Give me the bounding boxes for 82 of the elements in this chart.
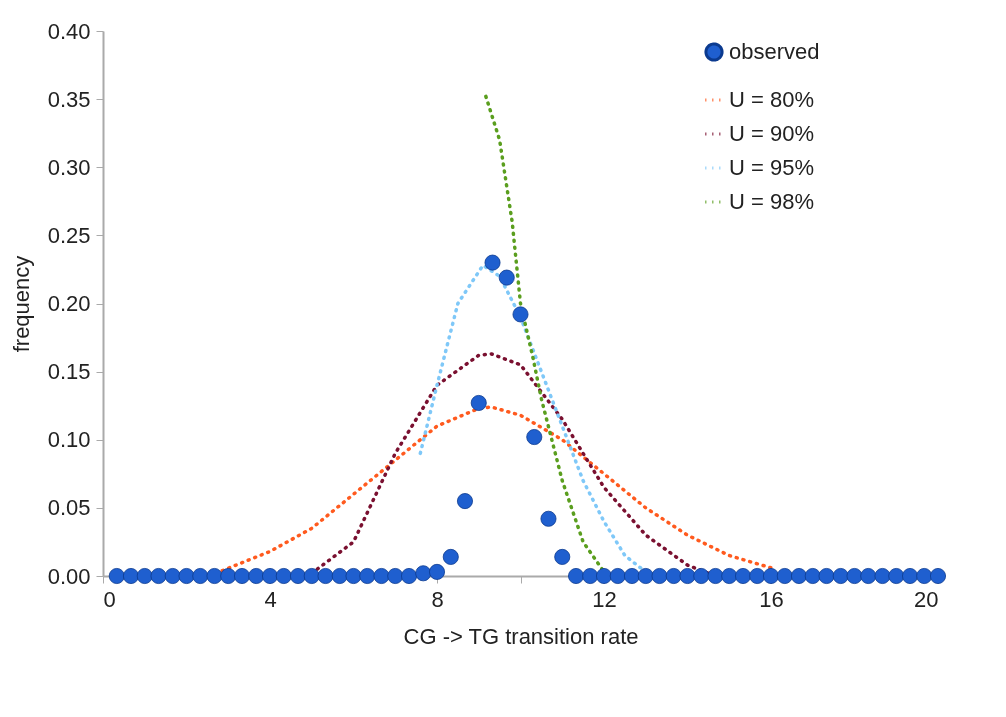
point — [262, 568, 278, 584]
y-tick-label: 0.10 — [47, 427, 91, 453]
point — [108, 568, 125, 584]
point — [721, 568, 738, 584]
point — [150, 568, 167, 584]
point — [289, 568, 306, 584]
legend-label: U = 98% — [729, 189, 814, 214]
y-tick-label: 0.40 — [47, 18, 91, 44]
point — [220, 568, 237, 584]
point — [568, 568, 585, 584]
legend-label: U = 90% — [729, 121, 814, 146]
point — [916, 568, 933, 584]
point — [512, 306, 529, 323]
y-tick-label: 0.35 — [47, 86, 91, 112]
point — [665, 568, 682, 584]
point — [303, 568, 320, 584]
point — [790, 568, 807, 584]
point — [776, 568, 793, 584]
x-tick-label: 4 — [264, 586, 277, 612]
point — [888, 568, 905, 584]
legend-label: U = 80% — [729, 87, 814, 112]
point — [234, 568, 251, 584]
point — [860, 568, 877, 584]
legend-label: observed — [729, 39, 820, 64]
point — [498, 269, 515, 286]
point — [415, 565, 432, 582]
point — [804, 568, 821, 584]
point — [554, 548, 571, 565]
x-axis-title: CG -> TG transition rate — [403, 623, 639, 649]
y-tick-label: 0.05 — [47, 495, 91, 521]
x-tick-label: 16 — [759, 586, 784, 612]
point — [456, 493, 473, 510]
point — [317, 568, 334, 584]
point — [874, 568, 891, 584]
point — [707, 568, 724, 584]
point — [930, 568, 946, 584]
point — [470, 394, 487, 411]
point — [442, 548, 459, 565]
point — [902, 568, 919, 584]
point — [359, 568, 376, 584]
point — [651, 568, 668, 584]
x-tick-label: 12 — [592, 586, 617, 612]
y-tick-label: 0.00 — [47, 563, 91, 589]
x-tick-label: 20 — [914, 586, 939, 612]
point — [206, 568, 223, 584]
point — [818, 568, 835, 584]
point — [331, 568, 348, 584]
point — [623, 568, 640, 584]
x-tick-label: 8 — [431, 586, 444, 612]
point — [582, 568, 599, 584]
point — [484, 254, 501, 271]
point — [136, 568, 153, 584]
point — [679, 568, 696, 584]
point — [401, 568, 418, 584]
y-tick-label: 0.15 — [47, 359, 91, 385]
point — [192, 568, 209, 584]
legend-label: U = 95% — [729, 155, 814, 180]
point — [763, 568, 779, 584]
point — [846, 568, 863, 584]
point — [832, 568, 849, 584]
y-tick-label: 0.25 — [47, 222, 91, 248]
point — [248, 568, 265, 584]
point — [749, 568, 766, 584]
point — [526, 429, 543, 445]
point — [373, 568, 390, 584]
point — [637, 568, 654, 584]
x-tick-label: 0 — [103, 586, 116, 612]
point — [122, 568, 139, 584]
point — [693, 568, 710, 584]
point — [540, 510, 557, 527]
point — [275, 568, 292, 584]
point — [387, 568, 404, 584]
point — [735, 568, 752, 584]
point — [609, 568, 626, 584]
y-tick-label: 0.30 — [47, 154, 91, 180]
point — [596, 568, 612, 584]
y-axis-title: frequency — [8, 255, 34, 353]
point — [164, 568, 181, 584]
point — [345, 568, 362, 584]
point — [429, 563, 445, 580]
point — [178, 568, 195, 584]
y-tick-label: 0.20 — [47, 291, 91, 316]
